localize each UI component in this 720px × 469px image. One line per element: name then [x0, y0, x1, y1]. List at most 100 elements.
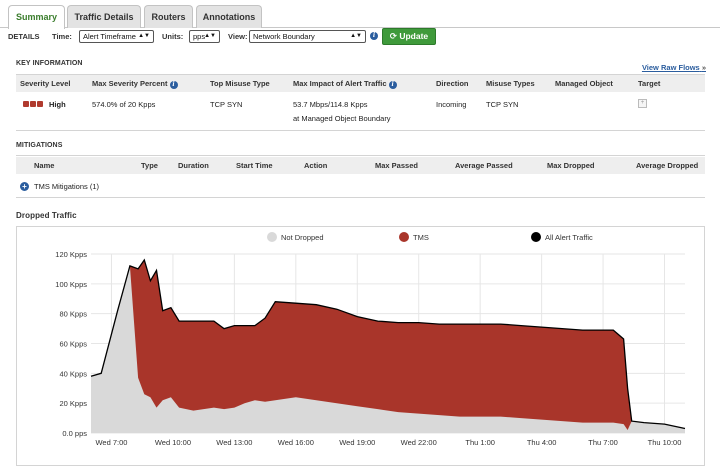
tab-summary[interactable]: Summary [8, 5, 65, 29]
header-direction: Direction [436, 79, 469, 88]
key-info-header-row: Severity Level Max Severity Percent i To… [16, 75, 705, 92]
update-button-label: Update [399, 31, 429, 41]
y-tick-label: 120 Kpps [55, 250, 87, 259]
top-misuse-type-value: TCP SYN [210, 100, 243, 109]
header-action: Action [304, 161, 328, 170]
legend-label: All Alert Traffic [545, 233, 593, 242]
view-select-value: Network Boundary [253, 32, 315, 41]
x-tick-label: Wed 13:00 [216, 438, 252, 447]
y-tick-label: 0.0 pps [62, 429, 87, 438]
header-max-dropped: Max Dropped [547, 161, 595, 170]
chart-x-axis: Wed 7:00 Wed 10:00 Wed 13:00 Wed 16:00 Wed 1… [95, 438, 681, 447]
dropped-traffic-chart: Not Dropped TMS All Alert Traffic 0.0 pps 2… [16, 226, 705, 466]
x-tick-label: Thu 4:00 [527, 438, 557, 447]
refresh-icon: ⟳ [389, 31, 397, 41]
chart-svg: Not Dropped TMS All Alert Traffic 0.0 pps 2… [55, 232, 686, 447]
view-select[interactable]: Network Boundary ▲▼ [249, 30, 366, 43]
dropped-traffic-title: Dropped Traffic [16, 211, 77, 220]
time-select-value: Alert Timeframe [83, 32, 136, 41]
tab-traffic-details[interactable]: Traffic Details [67, 5, 141, 28]
legend-label: Not Dropped [281, 233, 324, 242]
header-max-impact: Max Impact of Alert Traffic i [293, 79, 397, 89]
header-average-dropped: Average Dropped [636, 161, 699, 170]
double-chevron-right-icon: » [701, 63, 706, 72]
legend-label: TMS [413, 233, 429, 242]
not-dropped-area [91, 265, 685, 433]
y-tick-label: 40 Kpps [59, 369, 87, 378]
units-select[interactable]: pps ▲▼ [189, 30, 220, 43]
legend-swatch-icon [399, 232, 409, 242]
info-icon[interactable]: i [370, 32, 378, 40]
mitigations-title: MITIGATIONS [16, 142, 63, 149]
y-tick-label: 80 Kpps [59, 310, 87, 319]
severity-square-icon [23, 101, 29, 107]
x-tick-label: Thu 7:00 [588, 438, 618, 447]
header-average-passed: Average Passed [455, 161, 513, 170]
tab-bar: Summary Traffic Details Routers Annotati… [0, 0, 720, 29]
tab-annotations[interactable]: Annotations [196, 5, 262, 28]
details-label: DETAILS [8, 32, 40, 41]
view-raw-flows-link[interactable]: View Raw Flows » [642, 63, 706, 72]
chart-y-axis: 0.0 pps 20 Kpps 40 Kpps 60 Kpps 80 Kpps 100 K… [55, 250, 87, 438]
x-tick-label: Wed 16:00 [278, 438, 314, 447]
divider [16, 74, 705, 75]
key-information-title: KEY INFORMATION [16, 60, 83, 67]
legend-swatch-icon [531, 232, 541, 242]
mitigations-header-row: Name Type Duration Start Time Action Max… [16, 157, 705, 174]
tms-area [91, 260, 685, 433]
info-icon[interactable]: i [388, 81, 397, 89]
view-label: View: [228, 32, 248, 41]
divider [16, 155, 705, 156]
header-target: Target [638, 79, 661, 88]
time-label: Time: [52, 32, 72, 41]
target-expand-icon[interactable]: + [638, 99, 647, 108]
header-severity-level: Severity Level [20, 79, 71, 88]
y-tick-label: 100 Kpps [55, 280, 87, 289]
header-top-misuse-type: Top Misuse Type [210, 79, 270, 88]
max-impact-location: at Managed Object Boundary [293, 114, 391, 123]
select-arrows-icon: ▲▼ [350, 33, 362, 39]
info-icon[interactable]: i [169, 81, 178, 89]
mitigations-group-row[interactable]: + TMS Mitigations (1) [16, 176, 705, 196]
divider [16, 130, 705, 131]
chart-legend: Not Dropped TMS All Alert Traffic [267, 232, 593, 242]
max-severity-percent-value: 574.0% of 20 Kpps [92, 100, 156, 109]
header-start-time: Start Time [236, 161, 273, 170]
all-alert-traffic-line [90, 258, 686, 430]
plus-circle-icon[interactable]: + [20, 182, 29, 191]
update-button[interactable]: ⟳ Update [382, 28, 436, 45]
time-select[interactable]: Alert Timeframe ▲▼ [79, 30, 154, 43]
y-tick-label: 60 Kpps [59, 340, 87, 349]
header-name: Name [34, 161, 55, 170]
header-managed-object: Managed Object [555, 79, 613, 88]
severity-square-icon [37, 101, 43, 107]
severity-value: High [49, 100, 66, 109]
chart-areas [90, 258, 686, 433]
header-type: Type [141, 161, 158, 170]
view-raw-flows-label: View Raw Flows [641, 63, 700, 72]
legend-swatch-icon [267, 232, 277, 242]
header-duration: Duration [178, 161, 209, 170]
direction-value: Incoming [436, 100, 467, 109]
misuse-types-value: TCP SYN [486, 100, 519, 109]
max-impact-value: 53.7 Mbps/114.8 Kpps [293, 100, 368, 109]
units-label: Units: [162, 32, 184, 41]
units-select-value: pps [193, 32, 206, 41]
select-arrows-icon: ▲▼ [138, 33, 150, 39]
key-info-row: High 574.0% of 20 Kpps TCP SYN 53.7 Mbps… [16, 93, 705, 129]
x-tick-label: Wed 10:00 [155, 438, 191, 447]
severity-square-icon [30, 101, 36, 107]
mitigation-group-label: TMS Mitigations (1) [34, 182, 100, 191]
header-misuse-types: Misuse Types [486, 79, 535, 88]
x-tick-label: Thu 10:00 [648, 438, 682, 447]
divider [16, 197, 705, 198]
header-max-passed: Max Passed [375, 161, 418, 170]
y-tick-label: 20 Kpps [59, 399, 87, 408]
details-bar: DETAILS Time: Alert Timeframe ▲▼ Units: … [8, 28, 712, 46]
x-tick-label: Wed 22:00 [401, 438, 437, 447]
header-max-severity-percent: Max Severity Percent i [92, 79, 178, 89]
x-tick-label: Wed 19:00 [339, 438, 375, 447]
select-arrows-icon: ▲▼ [204, 33, 216, 39]
x-tick-label: Wed 7:00 [95, 438, 127, 447]
tab-routers[interactable]: Routers [144, 5, 193, 28]
